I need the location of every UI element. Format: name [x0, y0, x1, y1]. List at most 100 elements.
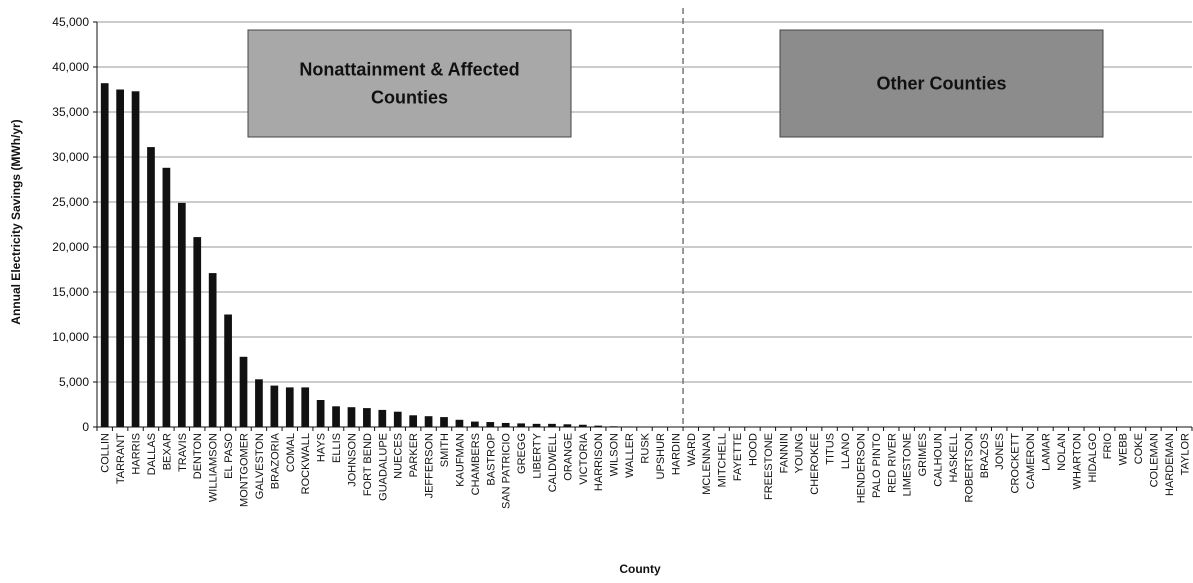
x-tick-labels: COLLIN TARRANT HARRIS DALLAS BEXAR TRAVIS DENT…: [100, 432, 1192, 509]
x-tick-label: HASKELL: [948, 433, 960, 483]
x-tick-label: COLLIN: [100, 433, 112, 473]
bar: [100, 83, 109, 427]
bar: [347, 407, 356, 427]
y-tick-label: 35,000: [52, 105, 89, 119]
bar: [116, 89, 124, 427]
x-tick-label: VICTORIA: [578, 432, 590, 484]
bar: [332, 406, 340, 427]
x-tick-label: FANNIN: [778, 433, 790, 473]
x-tick-label: ORANGE: [562, 433, 574, 481]
x-tick-label: BEXAR: [161, 433, 173, 470]
bars-group: [100, 83, 680, 428]
x-tick-label: HARRISON: [593, 433, 605, 491]
bar: [193, 237, 202, 427]
x-tick-label: WEBB: [1118, 433, 1130, 465]
x-tick-label: ROCKWALL: [300, 433, 312, 494]
x-tick-label: HARRIS: [131, 433, 143, 475]
y-tick-label: 40,000: [52, 60, 89, 74]
x-tick-label: CAMERON: [1025, 433, 1037, 489]
bar: [239, 356, 248, 427]
bar: [316, 400, 325, 427]
bar: [486, 422, 495, 427]
bar: [224, 314, 232, 427]
x-tick-label: GREGG: [516, 433, 528, 474]
bar: [393, 411, 402, 427]
bar: [440, 417, 448, 427]
bar: [162, 167, 171, 428]
bar: [532, 423, 541, 427]
bar: [470, 421, 479, 427]
x-tick-label: TARRANT: [115, 433, 127, 484]
x-tick-label: NOLAN: [1056, 433, 1068, 471]
x-tick-label: LIBERTY: [532, 432, 544, 478]
annotation-box-bg: [779, 29, 1104, 138]
x-tick-label: HARDEMAN: [1164, 433, 1176, 496]
x-tick-label: DENTON: [192, 433, 204, 479]
x-tick-label: HENDERSON: [855, 433, 867, 503]
x-tick-label: JEFFERSON: [424, 433, 436, 498]
x-tick-label: DALLAS: [146, 433, 158, 475]
annotation-box: Other Counties: [779, 29, 1104, 138]
annotation-box-bg: [247, 29, 572, 138]
y-axis-title: Annual Electricity Savings (MWh/yr): [9, 119, 23, 324]
x-tick-label: SMITH: [439, 433, 451, 467]
y-tick-label: 15,000: [52, 285, 89, 299]
x-tick-label: HIDALGO: [1087, 433, 1099, 483]
x-tick-label: EL PASO: [223, 433, 235, 479]
annotation-text: Counties: [371, 88, 448, 108]
x-axis-title: County: [619, 562, 661, 576]
y-tick-label: 25,000: [52, 195, 89, 209]
bar: [255, 379, 263, 427]
x-tick-label: FORT BEND: [362, 433, 374, 496]
annotation-text: Nonattainment & Affected: [299, 60, 519, 80]
y-tick-label: 30,000: [52, 150, 89, 164]
bar: [131, 91, 140, 428]
x-tick-label: WILLIAMSON: [208, 433, 220, 502]
y-tick-labels: 0 5,000 10,000 15,000 20,000 25,000 30,000 35,0…: [52, 15, 97, 434]
x-tick-label: WARD: [686, 433, 698, 466]
annotations: Nonattainment & Affected Counties Other Co…: [247, 29, 1104, 138]
x-tick-label: HARDIN: [670, 433, 682, 475]
x-tick-label: COMAL: [285, 433, 297, 472]
x-tick-label: TAYLOR: [1179, 433, 1191, 475]
bar: [578, 424, 587, 427]
bar: [270, 385, 279, 427]
x-tick-label: FRIO: [1102, 433, 1114, 460]
x-tick-label: RED RIVER: [886, 433, 898, 493]
y-tick-label: 5,000: [59, 375, 89, 389]
x-tick-label: CHEROKEE: [809, 433, 821, 495]
x-tick-label: HAYS: [316, 433, 328, 462]
bar: [409, 415, 418, 427]
x-tick-label: PARKER: [408, 433, 420, 477]
x-tick-label: ROBERTSON: [963, 433, 975, 503]
bar: [285, 387, 294, 427]
x-tick-label: COKE: [1133, 433, 1145, 464]
x-tick-label: GALVESTON: [254, 433, 266, 499]
x-tick-label: UPSHUR: [655, 433, 667, 480]
y-tick-label: 0: [82, 420, 89, 434]
x-tick-label: COLEMAN: [1148, 433, 1160, 487]
bar: [501, 422, 510, 427]
bar: [208, 273, 217, 427]
y-tick-label: 20,000: [52, 240, 89, 254]
bar: [378, 409, 387, 427]
x-tick-label: JOHNSON: [346, 433, 358, 487]
x-tick-label: PALO PINTO: [871, 433, 883, 498]
bar: [147, 147, 155, 427]
x-tick-label: HOOD: [747, 433, 759, 466]
x-tick-label: JONES: [994, 433, 1006, 470]
x-tick-label: WHARTON: [1071, 433, 1083, 489]
x-tick-label: FAYETTE: [732, 433, 744, 481]
x-tick-label: TRAVIS: [177, 433, 189, 472]
x-tick-label: GRIMES: [917, 433, 929, 476]
x-tick-label: MONTGOMER: [239, 433, 251, 507]
x-tick-label: CROCKETT: [1010, 433, 1022, 494]
x-tick-label: GUADALUPE: [377, 433, 389, 501]
bar: [563, 424, 572, 427]
bar: [517, 423, 525, 427]
x-tick-label: LAMAR: [1040, 433, 1052, 471]
x-tick-label: WILSON: [609, 433, 621, 476]
x-tick-label: SAN PATRICIO: [501, 433, 513, 509]
x-tick-label: TITUS: [825, 433, 837, 465]
